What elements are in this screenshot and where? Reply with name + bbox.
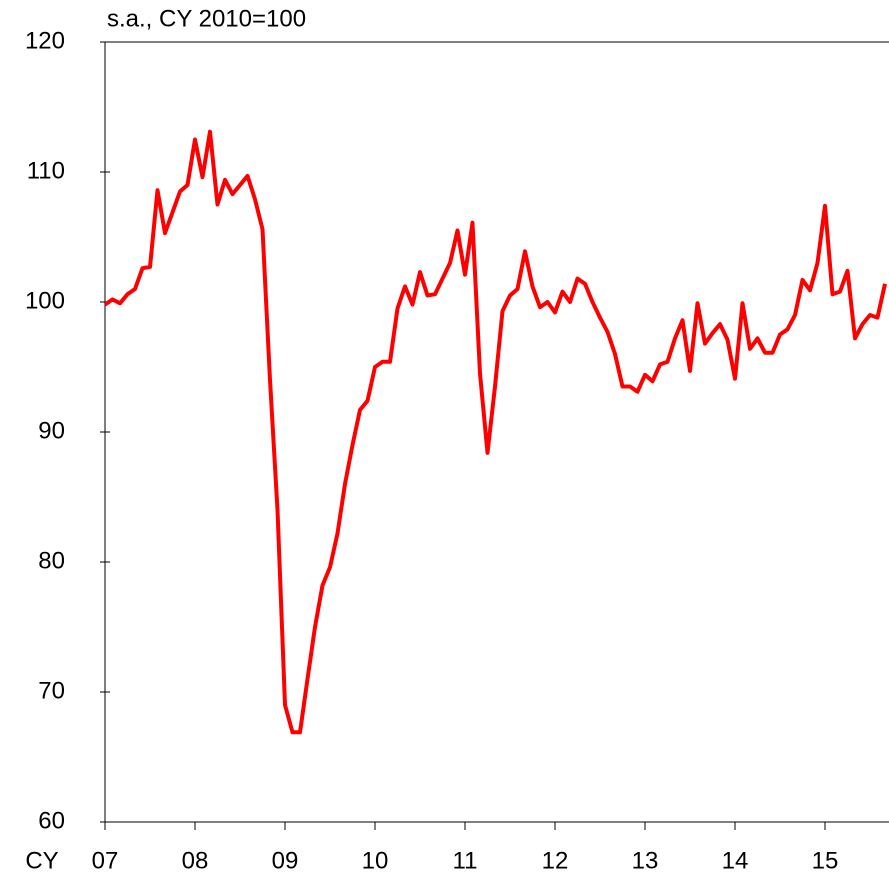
x-tick-label: 12 xyxy=(542,847,569,874)
y-tick-label: 100 xyxy=(25,287,65,314)
x-tick-label: 10 xyxy=(362,847,389,874)
x-tick-label: 11 xyxy=(453,847,478,874)
x-tick-label: 15 xyxy=(812,847,839,874)
x-tick-label: 08 xyxy=(182,847,209,874)
y-tick-label: 110 xyxy=(27,157,65,184)
x-tick-label: 07 xyxy=(92,847,119,874)
y-tick-label: 120 xyxy=(25,27,65,54)
y-tick-label: 60 xyxy=(38,807,65,834)
x-tick-label: 14 xyxy=(722,847,749,874)
y-tick-label: 80 xyxy=(38,547,65,574)
chart-title: s.a., CY 2010=100 xyxy=(107,5,306,32)
data-line xyxy=(103,129,887,735)
x-tick-label: 09 xyxy=(272,847,299,874)
x-tick-label: 13 xyxy=(632,847,659,874)
y-tick-label: 70 xyxy=(38,677,65,704)
x-axis-label: CY xyxy=(25,847,58,874)
y-tick-label: 90 xyxy=(38,417,65,444)
